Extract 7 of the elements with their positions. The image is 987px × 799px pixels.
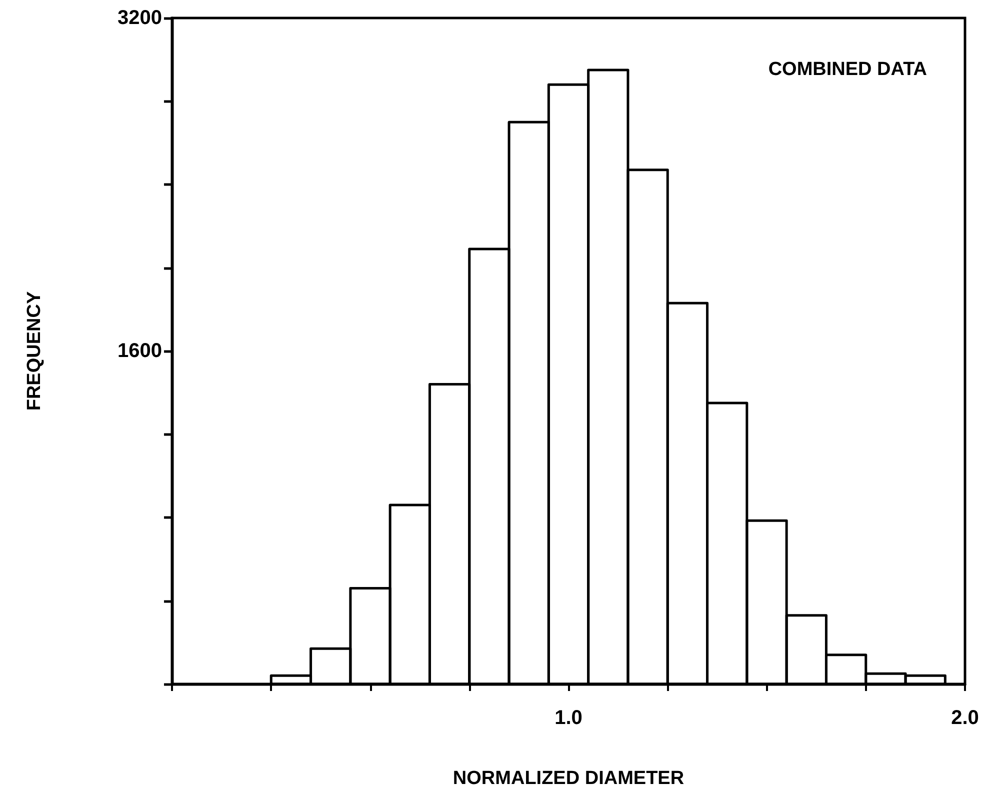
x-tick-label: 2.0 [951,707,979,729]
y-tick-label: 1600 [118,340,162,362]
x-tick-label: 1.0 [554,707,582,729]
x-axis-title: NORMALIZED DIAMETER [452,768,684,789]
y-tick-label: 3200 [118,7,162,29]
annotation: COMBINED DATA [768,59,928,80]
y-axis-title: FREQUENCY [24,291,45,411]
